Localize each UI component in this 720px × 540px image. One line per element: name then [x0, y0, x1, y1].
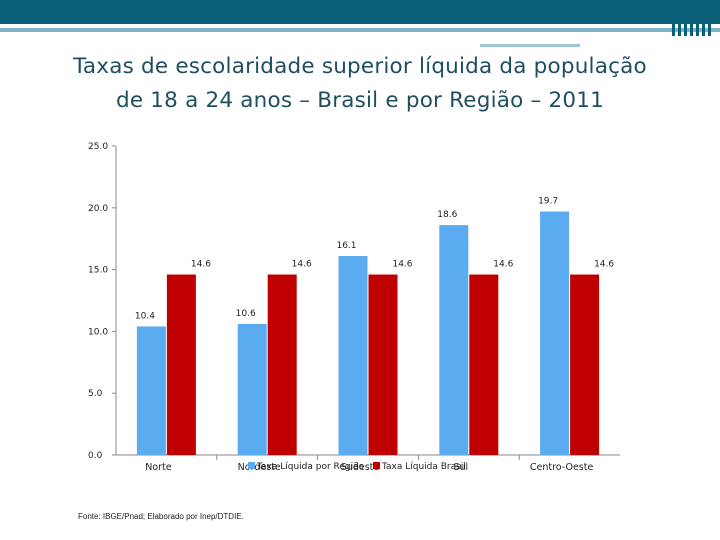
- category-label: Sudeste: [341, 462, 380, 473]
- bar-brasil-nordeste: [267, 274, 297, 455]
- data-label-region: 18.6: [437, 210, 457, 220]
- chart-axes: [115, 146, 620, 460]
- data-label-region: 16.1: [336, 241, 356, 251]
- data-label-brasil: 14.6: [594, 260, 614, 270]
- data-label-brasil: 14.6: [392, 260, 412, 270]
- legend-label-brasil: Taxa Líquida Brasil: [381, 462, 466, 472]
- data-label-brasil: 14.6: [493, 260, 513, 270]
- legend-swatch-region: [248, 462, 255, 469]
- source-note: Fonte: IBGE/Pnad; Elaborado por Inep/DTD…: [78, 512, 244, 521]
- data-label-region: 10.4: [135, 311, 155, 321]
- title-line-1: Taxas de escolaridade superior líquida d…: [73, 54, 647, 79]
- bar-region-centro-oeste: [540, 211, 570, 455]
- bar-brasil-sul: [469, 274, 499, 455]
- chart-bars: [136, 211, 600, 455]
- bar-region-sul: [439, 225, 469, 455]
- header-stripes: [672, 0, 712, 36]
- y-tick-label: 15.0: [88, 266, 108, 276]
- bar-region-nordeste: [237, 323, 267, 455]
- legend-swatch-brasil: [373, 462, 380, 469]
- header-band-line: [0, 28, 720, 32]
- y-tick-label: 5.0: [88, 389, 103, 399]
- header-band: [0, 0, 720, 24]
- bar-brasil-norte: [166, 274, 196, 455]
- category-labels: Norte Nordeste Sudeste Sul Centro-Oeste: [145, 462, 593, 473]
- bar-brasil-sudeste: [368, 274, 398, 455]
- category-label: Nordeste: [238, 462, 281, 473]
- header-notch: [480, 44, 580, 47]
- chart-legend: Taxa Líquida por Região Taxa Líquida Bras…: [248, 462, 466, 472]
- slide-title: Taxas de escolaridade superior líquida d…: [0, 50, 720, 118]
- y-tick-label: 25.0: [88, 142, 108, 152]
- legend-label-region: Taxa Líquida por Região: [256, 462, 365, 472]
- title-line-2: de 18 a 24 anos – Brasil e por Região – …: [115, 88, 605, 113]
- data-label-region: 10.6: [236, 309, 256, 319]
- bar-brasil-centro-oeste: [570, 274, 600, 455]
- y-axis-ticks: 0.0 5.0 10.0 15.0 20.0 25.0: [88, 142, 116, 461]
- y-tick-label: 10.0: [88, 327, 108, 337]
- category-label: Norte: [145, 462, 172, 473]
- data-label-region: 19.7: [538, 197, 558, 207]
- bar-region-norte: [136, 326, 166, 455]
- data-label-brasil: 14.6: [292, 260, 312, 270]
- category-label: Sul: [453, 462, 468, 473]
- y-tick-label: 20.0: [88, 204, 108, 214]
- data-labels: 10.4 14.6 10.6 14.6 16.1 14.6 18.6 14.6 19.7 14.6: [135, 197, 615, 322]
- y-tick-label: 0.0: [88, 451, 103, 461]
- bar-region-sudeste: [338, 256, 368, 455]
- category-label: Centro-Oeste: [530, 462, 594, 473]
- data-label-brasil: 14.6: [191, 260, 211, 270]
